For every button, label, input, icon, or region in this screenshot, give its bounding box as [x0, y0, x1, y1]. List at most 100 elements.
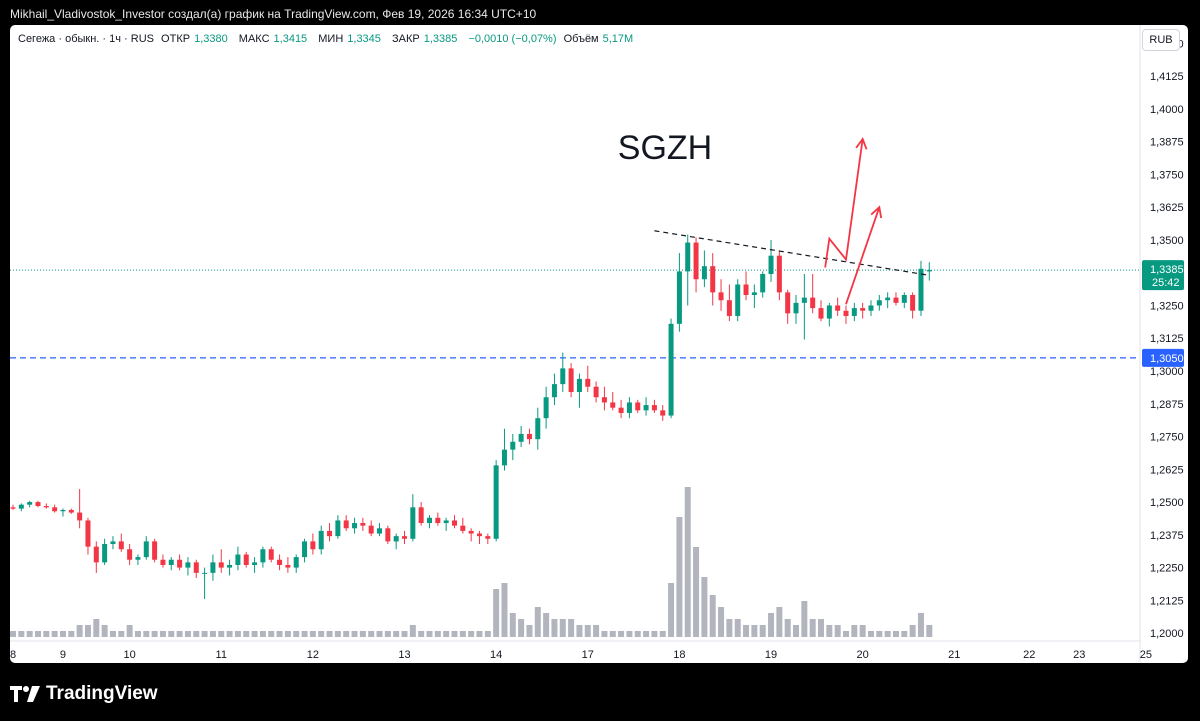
candle-body	[585, 378, 591, 387]
volume-bar	[709, 595, 716, 637]
volume-bar	[101, 625, 108, 637]
chart-panel[interactable]: SGZH1,42501,41251,40001,38751,37501,3625…	[10, 25, 1188, 663]
candle-body	[185, 562, 191, 568]
candle-body	[551, 384, 557, 398]
volume-bar	[126, 625, 133, 637]
low-value: 1,3345	[347, 33, 381, 45]
volume-bar	[443, 631, 450, 637]
volume-bar	[743, 625, 750, 637]
volume-bar	[651, 631, 658, 637]
volume-bar	[51, 631, 58, 637]
candle-body	[926, 270, 932, 272]
volume-bar	[234, 631, 241, 637]
volume-bar	[659, 631, 666, 637]
volume-bar	[559, 619, 566, 637]
candle-body	[660, 410, 666, 416]
volume-bar	[226, 631, 233, 637]
volume-bar	[384, 631, 391, 637]
volume-bar	[693, 547, 700, 637]
y-tick-label: 1,3625	[1150, 202, 1184, 214]
candle-body	[402, 536, 408, 539]
candle-body	[385, 528, 391, 542]
x-tick-label: 9	[60, 649, 66, 661]
candle-body	[393, 536, 399, 542]
candle-body	[893, 297, 899, 303]
volume-bar	[668, 583, 675, 637]
candle-body	[718, 292, 724, 301]
volume-bar	[284, 631, 291, 637]
volume-bar	[426, 631, 433, 637]
candle-body	[10, 507, 16, 509]
x-tick-label: 21	[948, 649, 960, 661]
volume-bar	[418, 631, 425, 637]
y-tick-label: 1,2625	[1150, 464, 1184, 476]
volume-bar	[243, 631, 250, 637]
close-label: ЗАКР	[391, 33, 420, 45]
candle-body	[318, 530, 324, 550]
volume-bar	[10, 631, 16, 637]
volume-bar	[534, 607, 541, 637]
volume-bar	[876, 631, 883, 637]
candle-body	[127, 549, 133, 560]
candle-body	[776, 255, 782, 293]
candlestick-chart[interactable]: SGZH1,42501,41251,40001,38751,37501,3625…	[10, 25, 1188, 663]
candle-body	[468, 530, 474, 534]
candle-body	[210, 562, 216, 573]
candle-body	[193, 562, 199, 573]
volume-bar	[84, 625, 91, 637]
tradingview-logo[interactable]: TradingView	[10, 683, 158, 705]
x-tick-label: 18	[673, 649, 685, 661]
volume-bar	[859, 625, 866, 637]
volume-bar	[18, 631, 25, 637]
y-tick-label: 1,2750	[1150, 432, 1184, 444]
volume-bar	[109, 631, 116, 637]
volume-bar	[218, 631, 225, 637]
candle-body	[352, 523, 358, 529]
volume-bar	[26, 631, 33, 637]
volume-bar	[917, 613, 924, 637]
volume-bar	[393, 631, 400, 637]
candle-body	[60, 509, 66, 512]
volume-bar	[801, 601, 808, 637]
tradingview-logo-icon	[10, 686, 40, 702]
candle-body	[768, 255, 774, 275]
volume-bar	[526, 625, 533, 637]
volume-bar	[484, 631, 491, 637]
candle-body	[835, 305, 841, 311]
x-tick-label: 20	[857, 649, 869, 661]
volume-bar	[301, 631, 308, 637]
volume-bar	[851, 625, 858, 637]
volume-bar	[368, 631, 375, 637]
candle-body	[168, 559, 174, 565]
volume-label: Объём	[563, 33, 599, 45]
y-tick-label: 1,3500	[1150, 235, 1184, 247]
x-tick-label: 13	[398, 649, 410, 661]
bar-countdown-label: 25:42	[1152, 277, 1180, 289]
volume-bar	[351, 631, 358, 637]
candle-body	[35, 502, 41, 507]
candle-body	[27, 502, 33, 505]
candle-body	[18, 504, 24, 509]
x-tick-label: 10	[123, 649, 135, 661]
y-tick-label: 1,3250	[1150, 300, 1184, 312]
candle-body	[885, 297, 891, 301]
symbol-label[interactable]: Сегежа · обыкн. · 1ч · RUS	[18, 33, 154, 45]
volume-bar	[834, 625, 841, 637]
candle-body	[643, 405, 649, 411]
candle-body	[293, 557, 299, 568]
x-tick-label: 25	[1140, 649, 1152, 661]
currency-button[interactable]: RUB	[1142, 29, 1180, 51]
x-tick-label: 17	[582, 649, 594, 661]
volume-bar	[576, 625, 583, 637]
candle-body	[510, 441, 516, 450]
volume-bar	[318, 631, 325, 637]
volume-bar	[793, 625, 800, 637]
candle-body	[635, 402, 641, 411]
candle-body	[876, 300, 882, 306]
forecast-arrow-head	[870, 205, 883, 219]
volume-bar	[584, 625, 591, 637]
volume-bar	[59, 631, 66, 637]
volume-bar	[409, 625, 416, 637]
volume-bar	[843, 631, 849, 637]
candle-body	[52, 507, 58, 512]
